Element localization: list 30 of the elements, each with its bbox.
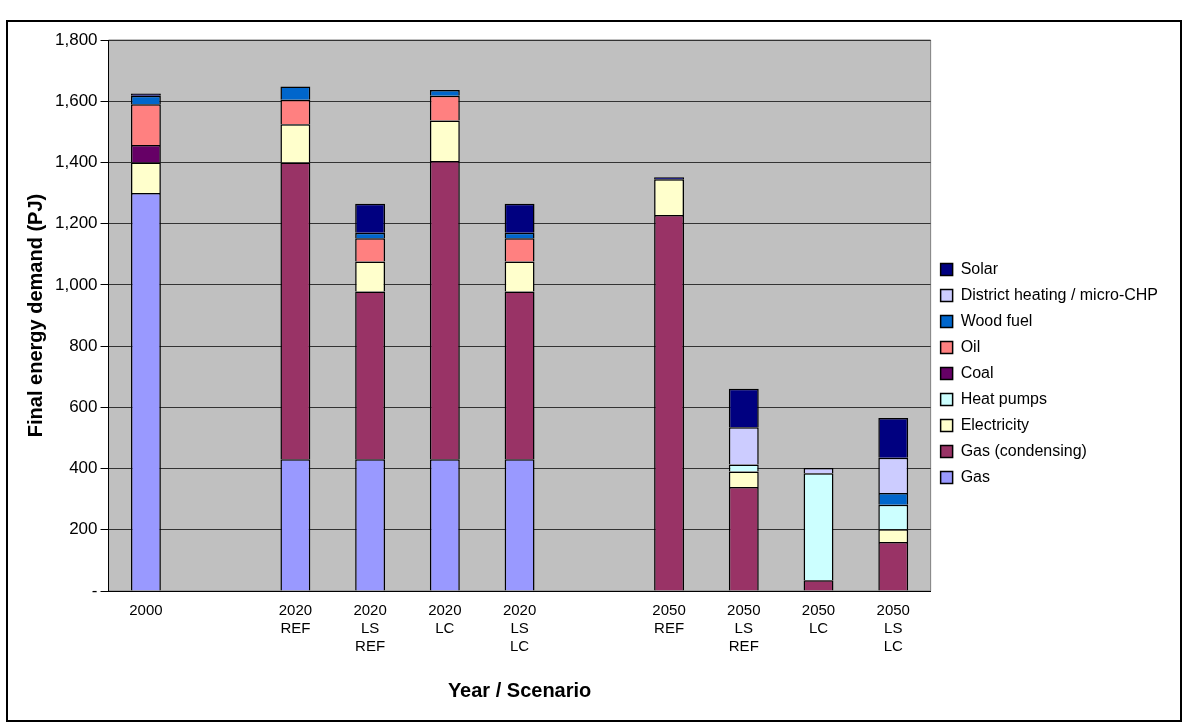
x-tick-label: 2050 LS REF [727, 601, 761, 655]
y-tick-label: 1,600 [54, 90, 98, 110]
legend-label: Wood fuel [960, 311, 1033, 329]
y-tick-label: 1,400 [54, 152, 98, 172]
x-tick-label: 2020 REF [278, 601, 313, 637]
y-tick-label: - [91, 580, 98, 600]
x-tick-label: 2020 LC [428, 601, 462, 637]
x-tick-label: 2020 LS LC [502, 601, 537, 655]
y-tick-label: 1,800 [54, 29, 98, 49]
y-tick-label: 800 [69, 335, 98, 355]
legend-label: Oil [960, 337, 981, 355]
x-tick-label: 2000 [129, 601, 163, 619]
y-tick-label: 600 [69, 397, 98, 417]
legend-label: Heat pumps [960, 389, 1047, 407]
x-axis-title: Year / Scenario [447, 678, 592, 701]
x-tick-label: 2050 LC [801, 601, 836, 637]
x-tick-label: 2050 REF [652, 601, 686, 637]
legend-label: Gas [960, 467, 990, 485]
y-axis-title: Final energy demand (PJ) [23, 193, 46, 438]
y-tick-label: 1,000 [54, 274, 98, 294]
legend-label: Coal [960, 363, 994, 381]
legend-label: Solar [960, 259, 999, 277]
legend-label: District heating / micro-CHP [960, 285, 1158, 303]
x-tick-label: 2050 LS LC [876, 601, 910, 655]
legend-label: Gas (condensing) [960, 441, 1087, 459]
legend-label: Electricity [960, 415, 1030, 433]
y-tick-label: 200 [69, 519, 98, 539]
y-tick-label: 400 [69, 458, 98, 478]
x-tick-label: 2020 LS REF [353, 601, 387, 655]
y-tick-label: 1,200 [54, 213, 98, 233]
